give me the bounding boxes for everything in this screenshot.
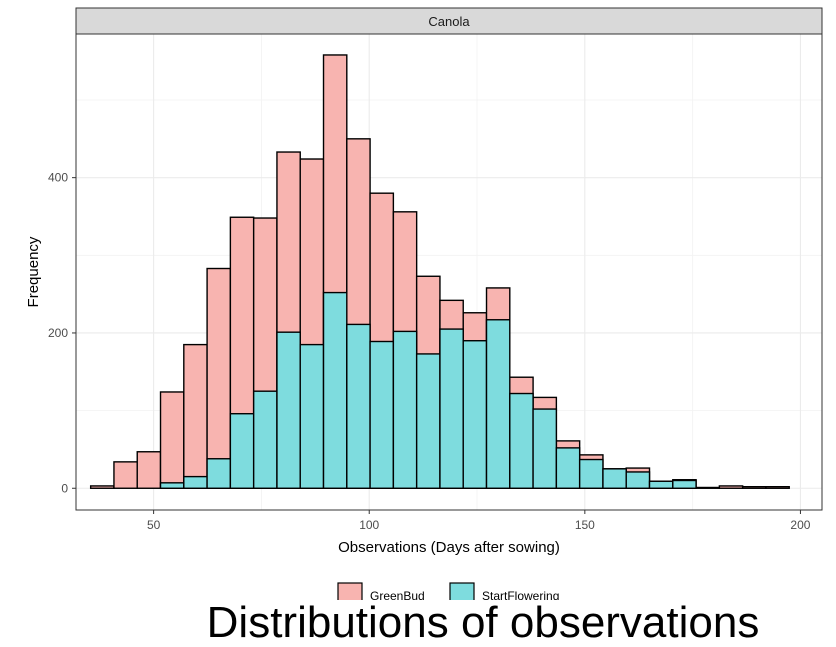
startflowering-bar bbox=[672, 479, 697, 489]
greenbud-bar bbox=[765, 486, 790, 489]
startflowering-bar bbox=[625, 471, 651, 489]
startflowering-bar bbox=[578, 458, 604, 489]
y-axis-title: Frequency bbox=[25, 236, 42, 307]
startflowering-bar bbox=[159, 482, 185, 489]
greenbud-bar bbox=[113, 461, 138, 489]
legend-label: GreenBud bbox=[370, 589, 425, 600]
startflowering-bar bbox=[392, 330, 418, 489]
legend: GreenBud StartFlowering bbox=[337, 582, 559, 600]
startflowering-bar bbox=[462, 340, 488, 489]
startflowering-bar bbox=[206, 458, 232, 489]
y-tick-label: 200 bbox=[48, 326, 68, 340]
startflowering-bar bbox=[485, 319, 511, 489]
greenbud-bar bbox=[206, 267, 232, 489]
startflowering-bar bbox=[299, 343, 325, 489]
greenbud-bar bbox=[718, 485, 744, 489]
startflowering-bar bbox=[276, 331, 301, 489]
startflowering-bar bbox=[369, 340, 395, 489]
y-tick-label: 400 bbox=[48, 171, 68, 185]
startflowering-bars bbox=[159, 291, 697, 489]
startflowering-bar bbox=[648, 480, 674, 489]
startflowering-bar bbox=[229, 413, 255, 489]
x-tick-label: 50 bbox=[147, 518, 161, 532]
legend-label: StartFlowering bbox=[482, 589, 559, 600]
x-axis-title: Observations (Days after sowing) bbox=[338, 539, 560, 556]
greenbud-bar bbox=[741, 486, 767, 489]
greenbud-bar bbox=[136, 451, 162, 489]
greenbud-bar bbox=[695, 486, 721, 489]
greenbud-bar bbox=[183, 343, 208, 489]
facet-label: Canola bbox=[428, 14, 470, 29]
startflowering-bar bbox=[346, 323, 371, 489]
startflowering-bar bbox=[183, 475, 208, 489]
x-axis-ticks: 50 100 150 200 bbox=[147, 510, 811, 532]
greenbud-bar bbox=[89, 485, 115, 489]
startflowering-bar bbox=[252, 390, 278, 489]
startflowering-bar bbox=[415, 353, 441, 489]
x-tick-label: 200 bbox=[790, 518, 810, 532]
facet-strip bbox=[75, 7, 823, 35]
y-tick-label: 0 bbox=[61, 481, 68, 495]
slide-caption: Distributions of observations bbox=[206, 598, 760, 647]
startflowering-bar bbox=[602, 468, 627, 489]
startflowering-bar bbox=[322, 291, 348, 489]
legend-swatch bbox=[449, 582, 475, 600]
x-tick-label: 100 bbox=[359, 518, 379, 532]
y-axis-ticks: 0 200 400 bbox=[48, 171, 76, 495]
startflowering-bar bbox=[439, 328, 464, 489]
legend-swatch bbox=[337, 582, 363, 600]
startflowering-bar bbox=[509, 392, 534, 489]
greenbud-bar bbox=[159, 391, 185, 489]
startflowering-bar bbox=[555, 447, 581, 489]
x-tick-label: 150 bbox=[575, 518, 595, 532]
histogram-chart: Canola 50 100 150 200 0 200 400 Observations … bbox=[25, 7, 823, 600]
startflowering-bar bbox=[532, 408, 558, 489]
